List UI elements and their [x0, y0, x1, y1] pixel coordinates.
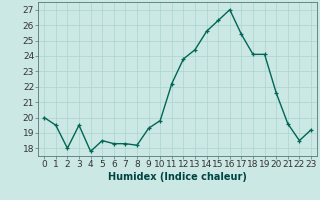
X-axis label: Humidex (Indice chaleur): Humidex (Indice chaleur) — [108, 172, 247, 182]
